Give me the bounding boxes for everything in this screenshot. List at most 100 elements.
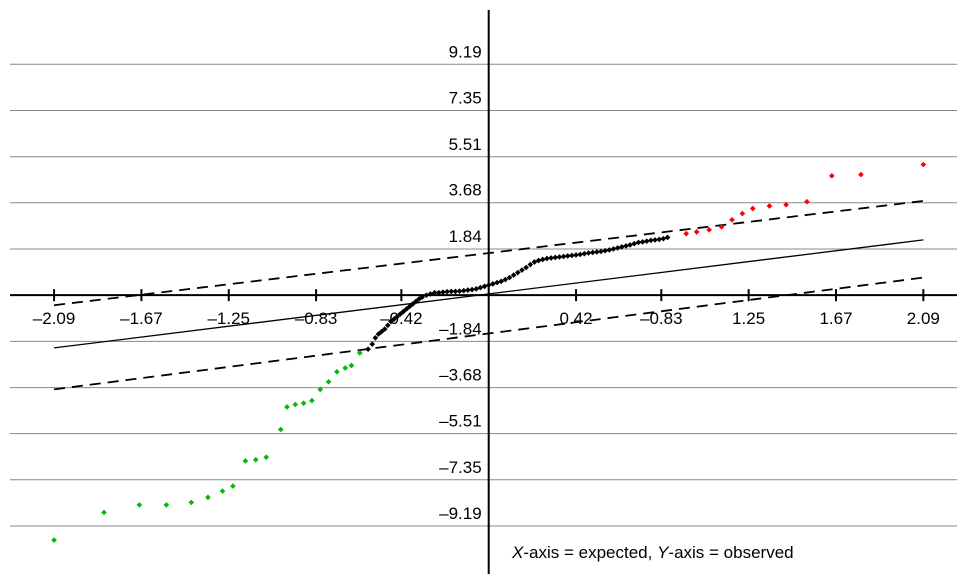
data-point	[569, 252, 575, 259]
y-tick-label: 1.84	[449, 227, 482, 246]
data-point	[284, 404, 290, 410]
data-point	[325, 379, 332, 385]
data-point	[627, 242, 633, 248]
x-tick-label: –0.42	[380, 309, 423, 328]
caption-y: Y	[657, 543, 670, 562]
y-tick-label: 7.35	[449, 89, 482, 108]
data-point	[431, 289, 438, 296]
data-point	[514, 269, 521, 276]
x-tick-label: 0.42	[559, 309, 592, 328]
data-point	[219, 488, 226, 494]
upper-bound-line	[53, 200, 924, 307]
data-point	[766, 203, 773, 209]
data-point	[465, 287, 471, 293]
y-tick-label: –7.35	[439, 458, 482, 477]
data-point	[473, 286, 480, 292]
data-point	[652, 237, 658, 243]
data-point	[309, 397, 315, 404]
data-point	[783, 201, 789, 208]
data-point	[539, 256, 546, 263]
data-point	[427, 291, 434, 297]
axes	[10, 10, 957, 574]
data-point	[435, 289, 442, 296]
data-point	[610, 246, 617, 252]
data-point	[556, 254, 563, 260]
data-point	[527, 261, 534, 268]
data-point	[348, 362, 355, 369]
data-point	[490, 281, 496, 287]
data-point	[552, 254, 559, 261]
data-point	[519, 267, 525, 273]
data-point	[369, 341, 376, 347]
reference-lines	[53, 200, 924, 391]
data-point	[606, 247, 613, 253]
data-point	[502, 276, 509, 283]
data-point	[372, 335, 379, 341]
x-tick-label: 1.67	[819, 309, 852, 328]
data-point	[573, 252, 579, 258]
grid-lines	[10, 63, 957, 527]
data-point	[614, 245, 621, 251]
fit-line	[53, 239, 924, 349]
data-point	[718, 224, 725, 230]
data-point	[804, 198, 810, 205]
data-point	[564, 253, 571, 259]
x-tick-label: –1.67	[120, 309, 163, 328]
data-point	[440, 289, 446, 295]
data-point	[385, 322, 391, 329]
data-point	[101, 509, 107, 516]
data-point	[535, 257, 542, 264]
y-tick-label: 5.51	[449, 135, 482, 154]
data-point	[739, 210, 746, 217]
data-point	[188, 499, 195, 506]
data-point	[623, 243, 629, 249]
data-point	[544, 255, 550, 262]
data-point	[639, 239, 646, 245]
data-point	[828, 173, 835, 179]
x-tick-label: –2.09	[33, 309, 76, 328]
data-point	[469, 286, 475, 293]
caption-end: -axis = observed	[668, 543, 793, 562]
data-point	[452, 288, 459, 295]
caption-x: X	[511, 543, 524, 562]
data-point	[664, 234, 671, 241]
y-tick-label: –5.51	[439, 412, 482, 431]
data-point	[356, 350, 363, 356]
caption-mid: -axis = expected,	[523, 543, 657, 562]
y-tick-label: –9.19	[439, 504, 482, 523]
data-point	[51, 537, 57, 543]
data-point	[693, 229, 700, 235]
data-point	[523, 264, 529, 271]
data-point	[419, 294, 425, 301]
data-point	[506, 274, 513, 281]
tick-labels: –2.09 –1.67 –1.25 –0.83 –0.42 0.42 –0.83 1.25 1.…	[33, 42, 940, 523]
data-point	[342, 365, 349, 371]
data-point	[136, 502, 143, 508]
data-point	[485, 282, 492, 288]
data-points	[51, 161, 927, 543]
data-point	[598, 248, 604, 255]
data-point	[448, 288, 455, 295]
data-point	[481, 283, 488, 290]
data-point	[477, 284, 484, 291]
data-point	[456, 288, 463, 294]
data-point	[252, 456, 259, 463]
data-point	[460, 287, 467, 294]
data-point	[656, 236, 663, 243]
y-tick-label: 9.19	[449, 42, 482, 61]
data-point	[444, 288, 450, 295]
data-point	[920, 161, 927, 168]
x-tick-label: –0.83	[295, 309, 338, 328]
data-point	[749, 205, 756, 212]
data-point	[683, 230, 690, 237]
data-point	[729, 216, 735, 223]
data-point	[581, 250, 588, 257]
data-point	[230, 483, 236, 489]
data-point	[858, 171, 864, 178]
y-tick-label: 3.68	[449, 181, 482, 200]
data-point	[300, 400, 307, 407]
data-point	[618, 244, 625, 250]
data-point	[494, 279, 500, 286]
data-point	[643, 238, 650, 244]
